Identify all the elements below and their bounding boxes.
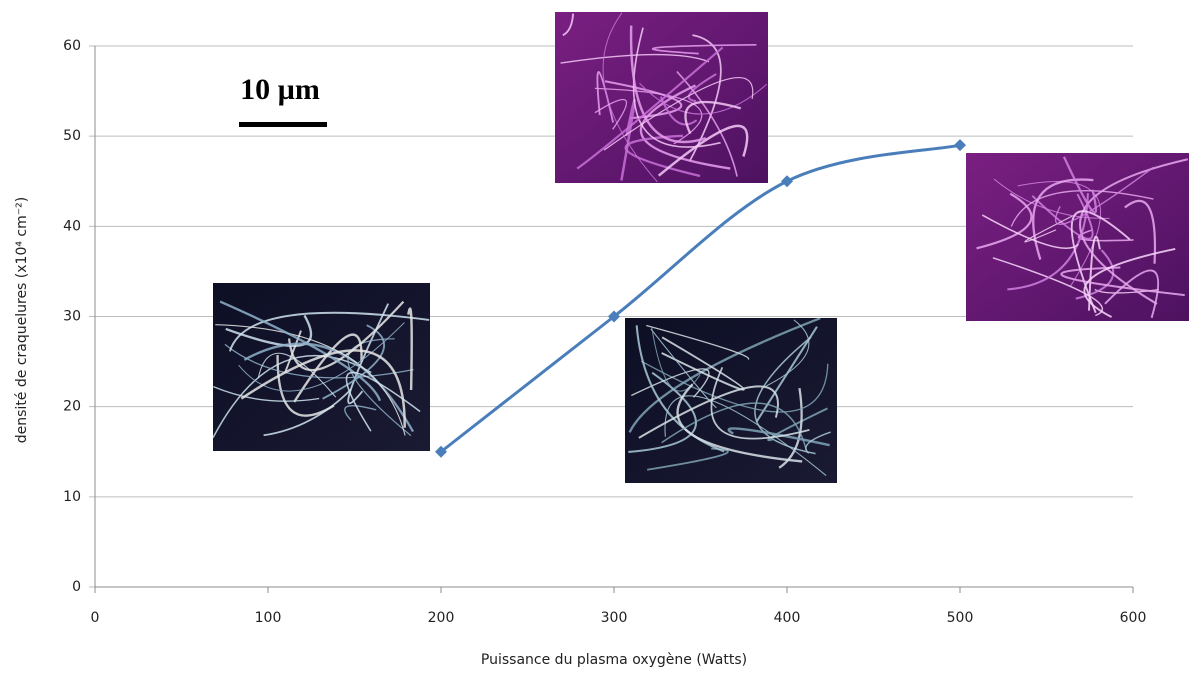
crack-line [560, 53, 710, 64]
crack-line [345, 371, 421, 432]
crack-line [650, 328, 717, 409]
crack-line [624, 134, 701, 178]
crack-texture [213, 300, 430, 439]
x-tick-label: 400 [774, 610, 801, 626]
crack-line [225, 314, 313, 347]
crack-line [664, 395, 827, 476]
crack-line [639, 82, 768, 115]
crack-line [631, 368, 710, 398]
crack-line [576, 46, 724, 170]
x-tick-label: 300 [601, 610, 628, 626]
crack-line [628, 318, 821, 433]
crack-line [805, 431, 831, 454]
crack-line [1088, 235, 1101, 311]
crack-line [213, 386, 320, 402]
crack-line [659, 96, 698, 126]
y-axis-title: densité de craquelures (x10⁴ cm⁻²) [14, 197, 30, 443]
crack-line [651, 326, 701, 392]
y-tick-label: 20 [63, 399, 81, 415]
crack-line [240, 349, 406, 428]
crack-line [641, 360, 829, 413]
crack-line [344, 405, 377, 421]
crack-line [287, 300, 405, 372]
crack-line [1083, 247, 1176, 318]
x-axis-title: Puissance du plasma oxygène (Watts) [481, 652, 747, 668]
crack-line [602, 12, 658, 183]
crack-line [347, 338, 412, 437]
crack-texture [976, 156, 1189, 319]
y-tick-label: 50 [63, 128, 81, 144]
crack-line [755, 326, 818, 423]
crack-line [293, 333, 363, 403]
crack-line [257, 352, 337, 398]
data-point [954, 139, 966, 152]
crack-line [688, 34, 722, 162]
crack-texture [628, 318, 831, 476]
crack-line [976, 192, 1033, 250]
crack-line [1024, 215, 1073, 243]
data-point [781, 175, 793, 188]
crack-line [1010, 190, 1154, 227]
series-line [440, 143, 961, 453]
crack-line [646, 324, 750, 361]
x-tick-label: 0 [91, 610, 100, 626]
crack-line [276, 354, 335, 417]
crack-line [243, 342, 415, 433]
crack-line [603, 77, 754, 151]
crack-line [1104, 269, 1160, 319]
micrographs [213, 12, 1189, 483]
crack-line [1079, 158, 1189, 305]
crack-line [215, 324, 406, 436]
crack-line [727, 427, 830, 447]
crack-line [687, 73, 717, 103]
scale-label: 10 µm [240, 73, 320, 106]
crack-line [993, 178, 1110, 219]
y-tick-label: 40 [63, 218, 81, 234]
crack-line [1060, 266, 1185, 297]
crack-line [1055, 166, 1154, 225]
data-point [435, 445, 447, 458]
scale-bar [239, 122, 327, 127]
crack-line [1077, 229, 1134, 242]
y-tick-label: 60 [63, 38, 81, 54]
crack-line [1017, 181, 1102, 287]
crack-line [651, 43, 757, 55]
y-tick-label: 10 [63, 489, 81, 505]
crack-line [594, 98, 628, 130]
crack-line [1062, 156, 1098, 214]
data-point [608, 310, 620, 323]
plot [435, 139, 966, 458]
x-tick-label: 100 [255, 610, 282, 626]
crack-line [263, 388, 352, 437]
crack-line [1075, 249, 1115, 300]
crack-line [639, 84, 731, 170]
crack-line [1124, 199, 1157, 264]
y-tick-label: 30 [63, 309, 81, 325]
crack-line [562, 13, 575, 37]
y-tick-label: 0 [72, 579, 81, 595]
x-tick-label: 200 [428, 610, 455, 626]
crack-line [228, 311, 430, 352]
crack-line [224, 343, 414, 379]
x-tick-label: 600 [1120, 610, 1147, 626]
crack-line [219, 300, 382, 402]
crack-line [1070, 210, 1131, 314]
crack-line [761, 319, 810, 390]
crack-line [981, 214, 1079, 250]
micrograph [966, 153, 1189, 321]
crack-line [684, 100, 742, 135]
crack-line [676, 383, 803, 463]
crack-line [407, 307, 413, 391]
crack-texture [560, 12, 768, 183]
crack-line [657, 124, 749, 177]
crack-line [238, 322, 405, 392]
crack-line [676, 70, 738, 177]
x-tick-label: 500 [947, 610, 974, 626]
crack-line [629, 25, 707, 144]
crack-line [710, 366, 810, 440]
crack-line [638, 385, 779, 439]
